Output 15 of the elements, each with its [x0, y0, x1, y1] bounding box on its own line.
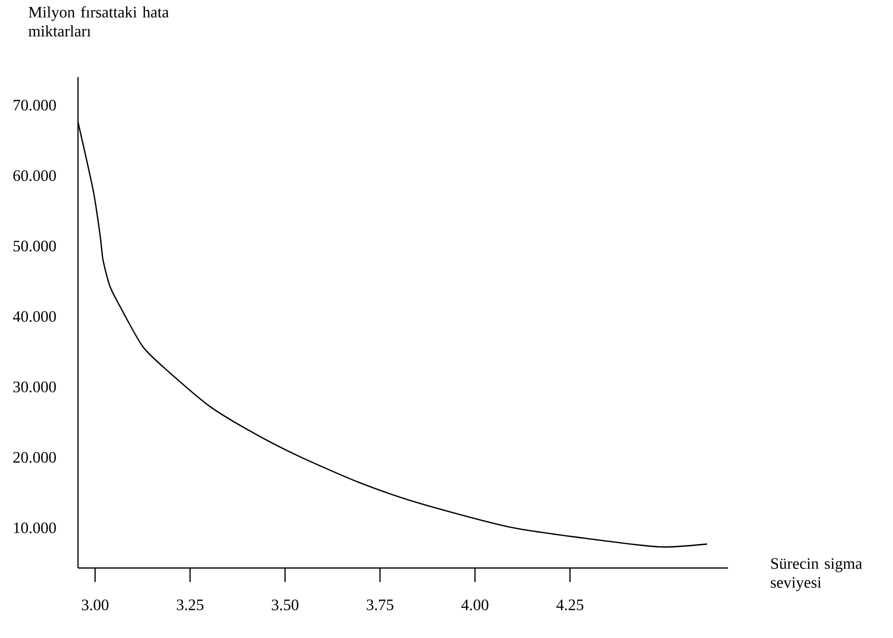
y-tick-label: 20.000	[13, 452, 56, 463]
y-tick-label: 30.000	[13, 382, 56, 392]
x-tick-label: 4.00	[461, 600, 488, 610]
y-tick-label: 40.000	[12, 311, 56, 322]
y-tick-label: 10.000	[14, 522, 56, 534]
x-tick-label: 3.50	[272, 600, 298, 610]
x-axis-title: Sürecin sigma seviyesi	[770, 558, 862, 592]
y-tick-label: 50.000	[14, 240, 56, 252]
y-axis-title: Milyon fırsattaki hata miktarları	[28, 6, 169, 36]
x-tick-label: 4.25	[556, 600, 584, 610]
y-tick-label: 70.000	[14, 100, 56, 111]
x-tick-label: 3.00	[82, 600, 108, 610]
x-tick-label: 3.75	[366, 600, 394, 610]
y-tick-label: 60.000	[13, 170, 56, 182]
x-tick-label: 3.25	[176, 600, 204, 610]
